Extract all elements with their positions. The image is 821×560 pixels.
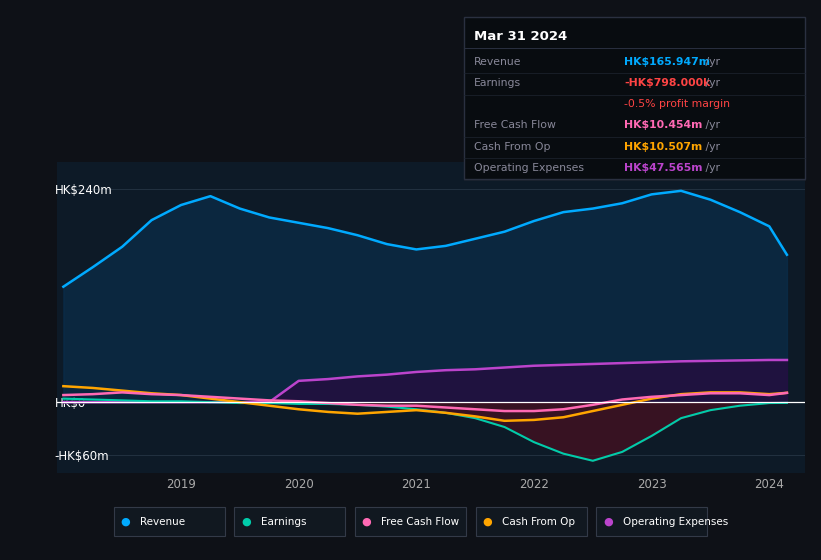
Text: HK$47.565m: HK$47.565m [624,163,703,173]
Text: -0.5% profit margin: -0.5% profit margin [624,99,730,109]
Text: ●: ● [603,517,612,527]
Text: /yr: /yr [702,142,720,152]
Text: Cash From Op: Cash From Op [474,142,550,152]
Text: HK$165.947m: HK$165.947m [624,57,710,67]
Text: Revenue: Revenue [474,57,521,67]
Text: HK$10.454m: HK$10.454m [624,120,703,130]
Text: ●: ● [483,517,492,527]
Text: Operating Expenses: Operating Expenses [474,163,584,173]
Text: Free Cash Flow: Free Cash Flow [474,120,556,130]
Text: Mar 31 2024: Mar 31 2024 [474,30,567,43]
Text: Earnings: Earnings [261,517,306,527]
Text: Earnings: Earnings [474,78,521,88]
Text: Cash From Op: Cash From Op [502,517,575,527]
Text: /yr: /yr [702,57,720,67]
Text: -HK$798.000k: -HK$798.000k [624,78,710,88]
Text: Free Cash Flow: Free Cash Flow [382,517,460,527]
Text: HK$10.507m: HK$10.507m [624,142,702,152]
Text: Operating Expenses: Operating Expenses [623,517,728,527]
Text: /yr: /yr [702,78,720,88]
Text: Revenue: Revenue [140,517,185,527]
Text: /yr: /yr [702,120,720,130]
Text: ●: ● [241,517,250,527]
Text: ●: ● [362,517,371,527]
Text: ●: ● [121,517,130,527]
Text: /yr: /yr [702,163,720,173]
